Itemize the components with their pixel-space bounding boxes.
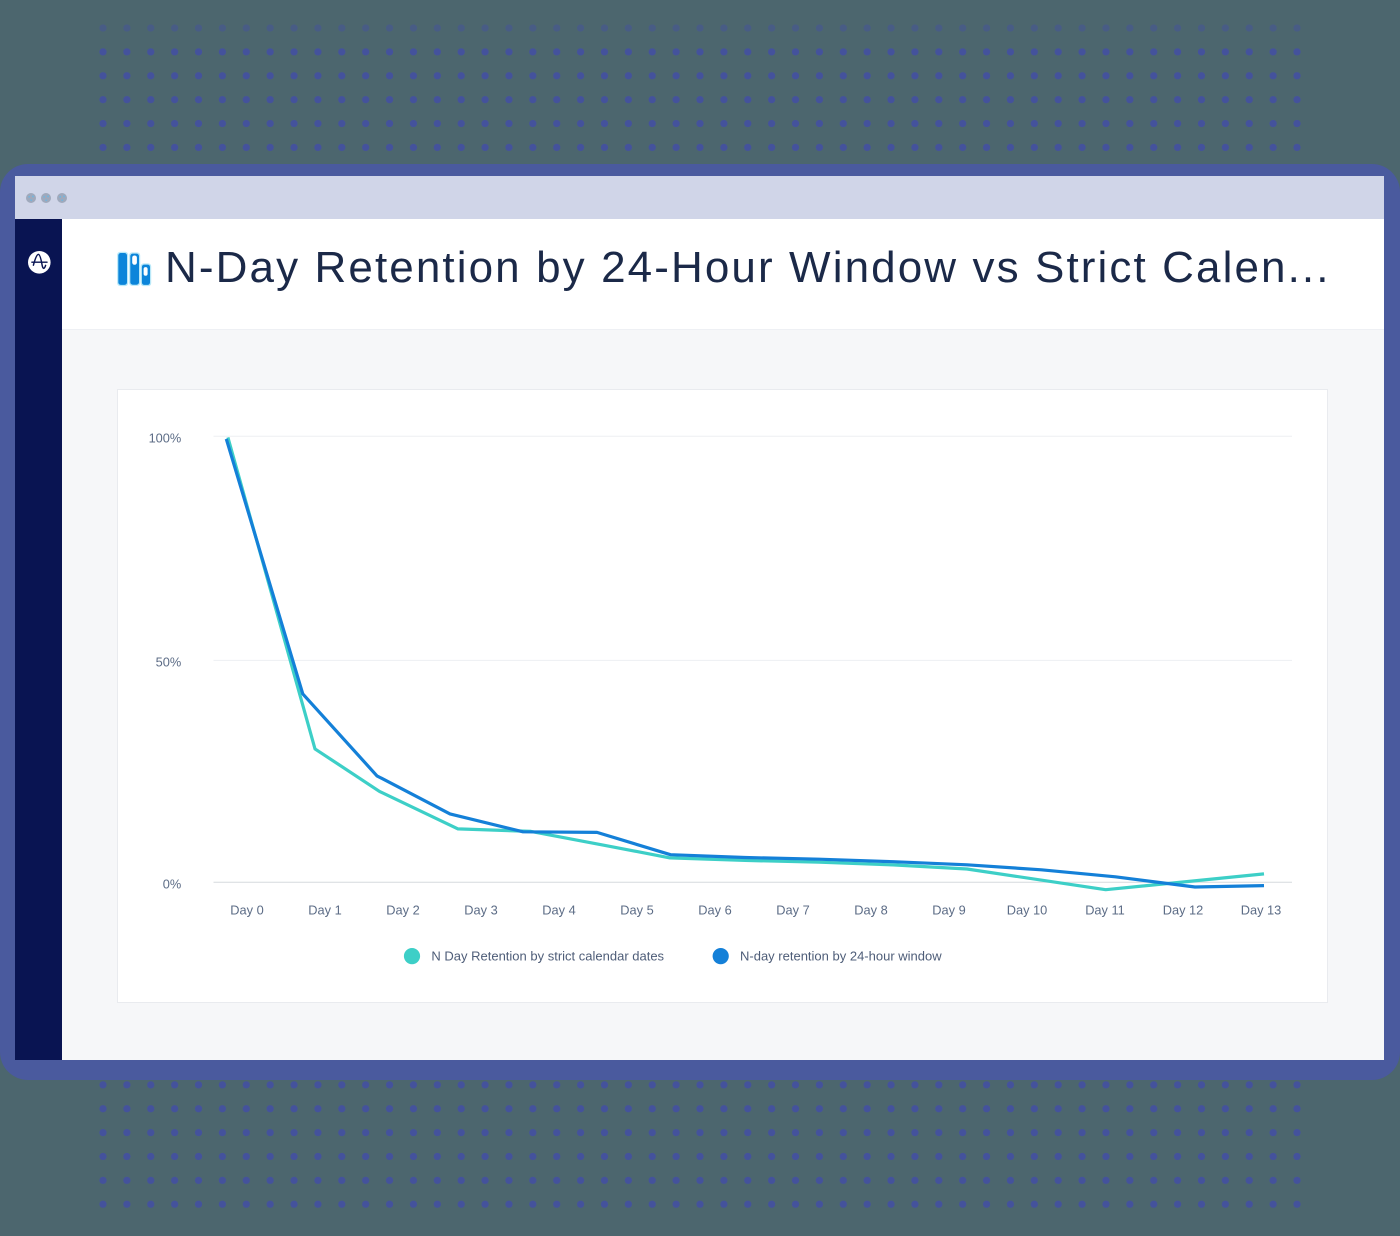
svg-text:Day 10: Day 10 — [1007, 902, 1048, 917]
svg-text:Day 11: Day 11 — [1085, 902, 1125, 917]
svg-text:Day 0: Day 0 — [230, 902, 263, 917]
svg-text:Day 1: Day 1 — [308, 902, 341, 917]
svg-text:Day 4: Day 4 — [542, 902, 575, 917]
svg-text:N-day retention by 24-hour win: N-day retention by 24-hour window — [740, 948, 942, 963]
svg-text:N Day Retention by strict cale: N Day Retention by strict calendar dates — [431, 948, 664, 963]
svg-text:100%: 100% — [149, 430, 182, 445]
svg-text:0%: 0% — [163, 876, 182, 891]
svg-text:Day 6: Day 6 — [698, 902, 731, 917]
svg-text:Day 13: Day 13 — [1241, 902, 1282, 917]
svg-text:50%: 50% — [156, 654, 182, 669]
svg-text:Day 12: Day 12 — [1163, 902, 1204, 917]
svg-text:Day 8: Day 8 — [854, 902, 887, 917]
svg-text:Day 3: Day 3 — [464, 902, 497, 917]
svg-text:Day 5: Day 5 — [620, 902, 653, 917]
svg-text:Day 9: Day 9 — [932, 902, 965, 917]
svg-text:Day 2: Day 2 — [386, 902, 419, 917]
svg-text:Day 7: Day 7 — [776, 902, 809, 917]
